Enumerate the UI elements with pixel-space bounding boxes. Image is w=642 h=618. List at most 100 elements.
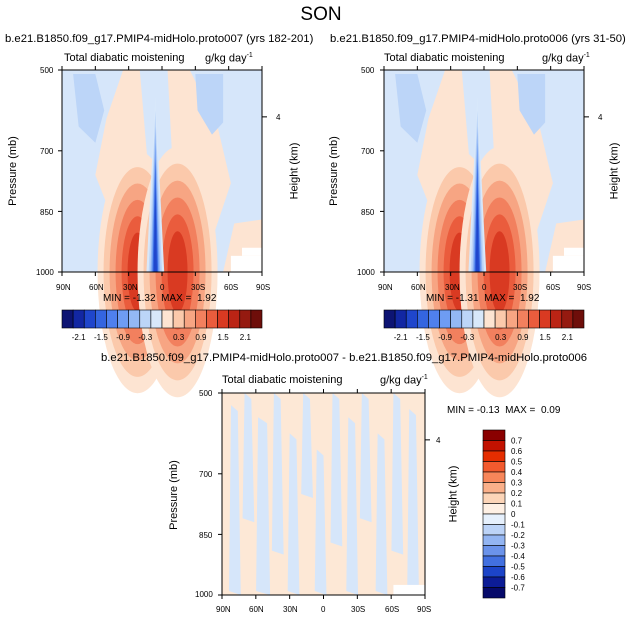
colorbar-label-0: -2.1 [394,333,408,342]
diff-colorbar-box-1 [482,440,506,452]
diff-colorbar-box-3 [482,461,506,473]
diff-neg-strip-5 [301,393,313,499]
colorbar-label-3: -0.3 [460,333,474,342]
left-xtick-30n: 30N [123,283,138,292]
colorbar-label-2: -0.9 [438,333,452,342]
left-xtick-60s: 60S [224,283,239,292]
colorbar-box-14 [217,309,229,329]
diff-colorbar-box-5 [482,482,506,494]
left-y2tick-4: 4 [276,113,281,122]
colorbar-label-1: -1.5 [94,333,108,342]
field-neg-lobe-nh [195,74,224,135]
field-neg-lobe-sh [73,74,105,143]
diff-colorbar-box-7 [482,503,506,515]
left-ytick-1000: 1000 [36,268,54,277]
diff-xtick-60s: 60S [385,605,400,614]
diff-panel-title: b.e21.B1850.f09_g17.PMIP4-midHolo.proto0… [101,352,588,364]
right-xtick-0: 0 [482,283,487,292]
colorbar-box-10 [494,309,507,329]
right-xtick-90s: 90S [577,283,592,292]
colorbar-box-3 [417,309,429,329]
left-panel-title: b.e21.B1850.f09_g17.PMIP4-midHolo.proto0… [5,33,314,45]
colorbar-box-4 [428,309,440,329]
colorbar-box-9 [483,309,496,329]
diff-colorbar-box-2 [482,450,506,462]
field-mask [552,255,584,272]
colorbar-box-12 [517,309,529,329]
colorbar-box-2 [405,309,418,329]
right-panel-title: b.e21.B1850.f09_g17.PMIP4-midHolo.proto0… [330,33,626,45]
right-panel-ylabel: Pressure (mb) [327,136,340,206]
diff-colorbar-label-12: -0.5 [511,563,525,572]
left-panel-ylabel: Pressure (mb) [6,136,19,206]
diff-colorbar-label-9: -0.2 [511,531,525,540]
field-mask-step [242,247,262,256]
colorbar-box-12 [195,309,207,329]
colorbar-box-8 [472,309,485,329]
diff-neg-strip-10 [375,433,388,595]
right-ytick-1000: 1000 [357,268,375,277]
colorbar-box-2 [83,309,96,329]
diff-xtick-30s: 30S [351,605,366,614]
left-panel-minmax: MIN = -1.32 MAX = 1.92 [103,293,217,304]
colorbar-label-2: -0.9 [116,333,130,342]
diff-colorbar-label-7: 0 [511,510,516,519]
left-ytick-700: 700 [40,147,54,156]
colorbar-box-4 [106,309,118,329]
diff-colorbar-label-10: -0.3 [511,542,525,551]
diff-colorbar-label-11: -0.4 [511,552,525,561]
colorbar-box-14 [539,309,551,329]
field-mask [230,255,262,272]
diff-panel-sublabel: Total diabatic moistening [222,374,343,386]
right-panel-minmax: MIN = -1.31 MAX = 1.92 [426,293,540,304]
left-xtick-90n: 90N [56,283,71,292]
colorbar-box-10 [172,309,185,329]
diff-xtick-60n: 60N [249,605,264,614]
colorbar-label-5: 0.9 [195,333,207,342]
right-panel-plot [380,66,589,398]
left-xtick-90s: 90S [256,283,271,292]
colorbar-box-17 [250,309,263,329]
right-colorbar: -2.1 -1.5 -0.9 -0.3 0.3 0.9 1.5 2.1 [383,309,585,342]
diff-colorbar-box-8 [482,513,506,525]
diff-neg-strip-12 [407,409,419,595]
diff-colorbar-box-0 [482,429,506,441]
field-layers [222,393,425,595]
diff-neg-strip-8 [346,417,359,595]
diff-neg-strip-7 [330,393,343,547]
colorbar-box-8 [150,309,163,329]
diff-colorbar: 0.70.6 0.50.4 0.30.2 0.10 -0.1-0.2 -0.3-0.4 -0… [482,429,525,599]
field-mask [393,584,425,595]
diff-panel-minmax: MIN = -0.13 MAX = 0.09 [447,405,561,416]
diff-colorbar-box-14 [482,576,506,588]
colorbar-label-5: 0.9 [517,333,529,342]
left-panel-units: g/kg day-1 [205,52,253,65]
colorbar-box-11 [183,309,196,329]
left-ytick-850: 850 [40,208,54,217]
colorbar-box-7 [139,309,152,329]
diff-colorbar-box-4 [482,471,506,483]
right-xtick-60s: 60S [546,283,561,292]
diff-neg-strip-0 [229,405,241,595]
colorbar-box-16 [239,309,252,329]
field-neg-column-5 [153,187,157,272]
left-panel-sublabel: Total diabatic moistening [64,52,185,64]
diff-ytick-850: 850 [199,531,213,540]
diff-colorbar-label-1: 0.6 [511,447,523,456]
left-xtick-30s: 30S [191,283,206,292]
diff-colorbar-label-2: 0.5 [511,458,523,467]
diff-neg-strip-9 [359,393,372,523]
diff-ytick-500: 500 [199,389,213,398]
diff-panel-units: g/kg day-1 [380,374,428,387]
right-xtick-30n: 30N [445,283,460,292]
diff-colorbar-label-3: 0.4 [511,468,523,477]
diff-neg-strip-3 [271,393,284,555]
colorbar-box-15 [228,309,241,329]
colorbar-box-9 [161,309,174,329]
colorbar-box-16 [561,309,574,329]
diff-panel-plot [218,389,430,599]
colorbar-box-17 [572,309,585,329]
field-neg-lobe-nh [517,74,546,135]
diff-colorbar-box-13 [482,566,506,578]
colorbar-box-3 [95,309,107,329]
